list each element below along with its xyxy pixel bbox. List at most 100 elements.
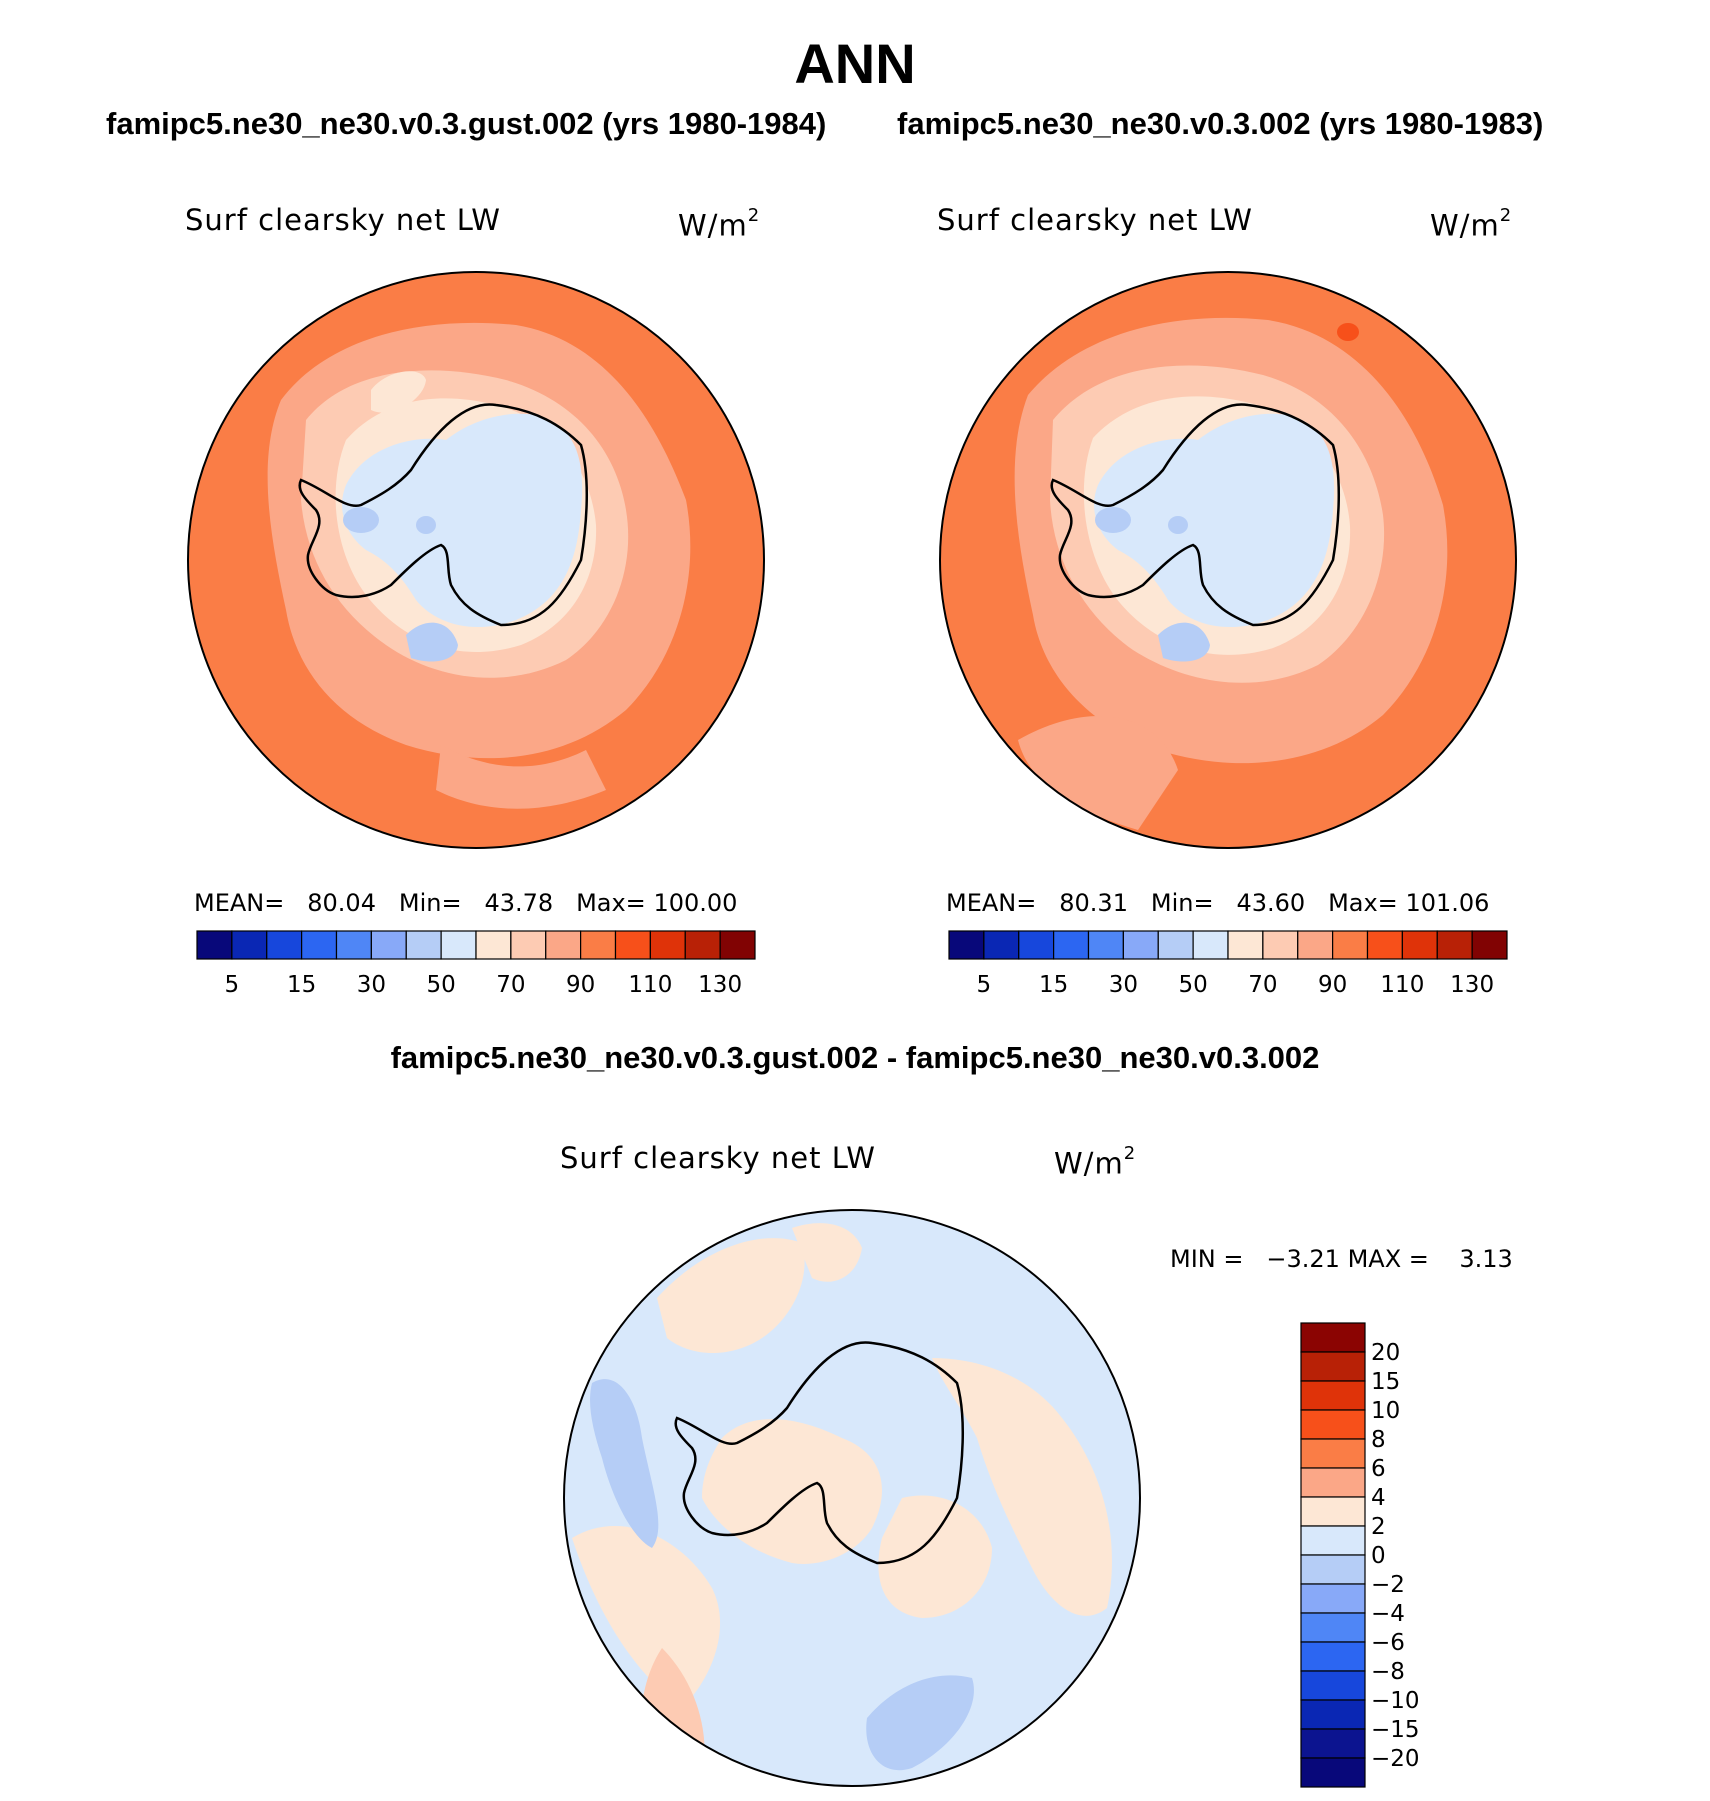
panel2-map xyxy=(939,271,1517,849)
panel1-max-value: 100.00 xyxy=(653,889,738,917)
panel2-colorbar-tick-label: 130 xyxy=(1450,972,1494,998)
panel2-colorbar-tick-label: 110 xyxy=(1380,972,1424,998)
panel1-map xyxy=(187,271,765,849)
panel2-colorbar-box xyxy=(1332,930,1369,960)
diff-colorbar-tick-label: 10 xyxy=(1371,1398,1400,1424)
diff-west-antarctica xyxy=(702,1419,882,1564)
diff-colorbar-tick-label: −10 xyxy=(1371,1688,1420,1714)
panel1-seaice-zone-south xyxy=(436,745,606,809)
panel2-colorbar-box xyxy=(1227,930,1264,960)
panel2-mean-value: 80.31 xyxy=(1059,889,1128,917)
diff-positive-patch xyxy=(792,1223,862,1282)
panel1-low-patch xyxy=(416,516,436,534)
diff-units-label: W/m2 xyxy=(1054,1143,1137,1181)
panel2-colorbar-box xyxy=(948,930,985,960)
diff-colorbar-tick-label: 6 xyxy=(1371,1456,1386,1482)
diff-colorbar-tick-label: 2 xyxy=(1371,1514,1386,1540)
panel1-max-label: Max= xyxy=(576,889,646,917)
diff-colorbar-tick-label: −20 xyxy=(1371,1746,1420,1772)
panel1-colorbar-box xyxy=(475,930,512,960)
panel2-colorbar: 5 15 30 50 70 90 110 130 xyxy=(948,930,1508,998)
panel2-colorbar-box xyxy=(1401,930,1438,960)
panel1-colorbar-box xyxy=(684,930,721,960)
panel2-colorbar-tick-label: 30 xyxy=(1109,972,1138,998)
panel2-map-border xyxy=(939,271,1517,849)
panel2-high-patch xyxy=(1337,323,1359,341)
diff-colorbar-tick-label: 4 xyxy=(1371,1485,1386,1511)
panel1-colorbar-box xyxy=(231,930,268,960)
diff-positive-patch xyxy=(932,1358,1112,1616)
panel1-colorbar-tick-label: 90 xyxy=(566,972,595,998)
panel2-colorbar-box xyxy=(1157,930,1194,960)
panel1-colorbar-box xyxy=(266,930,303,960)
panel1-colorbar-tick-label: 5 xyxy=(225,972,240,998)
diff-colorbar-tick-label: −6 xyxy=(1371,1630,1405,1656)
diff-map-border xyxy=(563,1209,1141,1787)
diff-min-label: MIN = xyxy=(1170,1245,1244,1273)
diff-negative-patch xyxy=(866,1675,974,1771)
panel2-colorbar-tick-label: 5 xyxy=(977,972,992,998)
panel1-colorbar-box xyxy=(719,930,756,960)
diff-colorbar-tick-label: −2 xyxy=(1371,1572,1405,1598)
panel2-seaice-zone-south xyxy=(1018,716,1178,830)
diff-colorbar-tick-label: −4 xyxy=(1371,1601,1405,1627)
diff-colorbar-box xyxy=(1300,1438,1366,1469)
panel1-colorbar-tick-label: 110 xyxy=(628,972,672,998)
panel2-colorbar-tick-label: 15 xyxy=(1039,972,1068,998)
diff-positive-patch xyxy=(657,1238,805,1353)
panel1-colorbar-tick-label: 15 xyxy=(287,972,316,998)
panel1-colorbar-box xyxy=(440,930,477,960)
panel2-colorbar-box xyxy=(1436,930,1473,960)
panel1-coastline xyxy=(298,403,588,627)
panel2-colorbar-box xyxy=(1262,930,1299,960)
diff-colorbar-box xyxy=(1300,1699,1366,1730)
diff-colorbar-box xyxy=(1300,1525,1366,1556)
panel2-colorbar-box xyxy=(1471,930,1508,960)
panel1-colorbar-box xyxy=(301,930,338,960)
diff-east-antarctica-patch xyxy=(878,1495,992,1618)
diff-negative-patch xyxy=(590,1379,659,1548)
diff-max-value: 3.13 xyxy=(1459,1245,1513,1273)
diff-colorbar-tick-label: 8 xyxy=(1371,1427,1386,1453)
diff-colorbar-box xyxy=(1300,1554,1366,1585)
panel1-mean-label: MEAN= xyxy=(194,889,285,917)
panel2-colorbar-box xyxy=(1297,930,1334,960)
diff-colorbar-tick-label: 0 xyxy=(1371,1543,1386,1569)
panel1-low-patch xyxy=(406,622,458,662)
panel2-colorbar-tick-label: 70 xyxy=(1248,972,1277,998)
diff-min-value: −3.21 xyxy=(1266,1245,1340,1273)
diff-max-label: MAX = xyxy=(1347,1245,1429,1273)
case2-title: famipc5.ne30_ne30.v0.3.002 (yrs 1980-198… xyxy=(897,106,1544,141)
panel2-colorbar-box xyxy=(1053,930,1090,960)
panel1-colorbar-box xyxy=(510,930,547,960)
panel1-colorbar-tick-label: 70 xyxy=(496,972,525,998)
panel1-colorbar-box xyxy=(614,930,651,960)
diff-colorbar-box xyxy=(1300,1322,1366,1353)
panel2-mean-label: MEAN= xyxy=(946,889,1037,917)
panel2-colorbar-box xyxy=(983,930,1020,960)
main-title: ANN xyxy=(794,32,916,95)
panel2-coastline xyxy=(1050,403,1340,627)
panel1-min-value: 43.78 xyxy=(484,889,554,917)
panel2-colorbar-tick-label: 90 xyxy=(1318,972,1347,998)
panel1-patch xyxy=(371,371,426,413)
panel2-low-patch xyxy=(1158,622,1210,662)
panel1-variable-label: Surf clearsky net LW xyxy=(185,203,501,237)
panel1-colorbar-box xyxy=(649,930,686,960)
panel1-colorbar-box xyxy=(580,930,617,960)
diff-colorbar-tick-label: 20 xyxy=(1371,1340,1400,1366)
panel2-colorbar-box xyxy=(1366,930,1403,960)
diff-colorbar-box xyxy=(1300,1467,1366,1498)
difference-title: famipc5.ne30_ne30.v0.3.gust.002 - famipc… xyxy=(390,1040,1320,1075)
panel1-colorbar-tick-label: 130 xyxy=(698,972,742,998)
panel1-stats: MEAN= 80.04 Min= 43.78 Max= 100.00 xyxy=(194,889,737,917)
diff-colorbar-box xyxy=(1300,1351,1366,1382)
diff-colorbar-tick-label: −15 xyxy=(1371,1717,1420,1743)
panel1-colorbar-tick-label: 30 xyxy=(357,972,386,998)
panel2-stats: MEAN= 80.31 Min= 43.60 Max= 101.06 xyxy=(946,889,1489,917)
diff-colorbar-box xyxy=(1300,1641,1366,1672)
diff-variable-label: Surf clearsky net LW xyxy=(560,1141,876,1175)
case1-title: famipc5.ne30_ne30.v0.3.gust.002 (yrs 198… xyxy=(106,106,827,141)
panel1-colorbar-box xyxy=(370,930,407,960)
panel2-low-patch xyxy=(1095,507,1131,533)
